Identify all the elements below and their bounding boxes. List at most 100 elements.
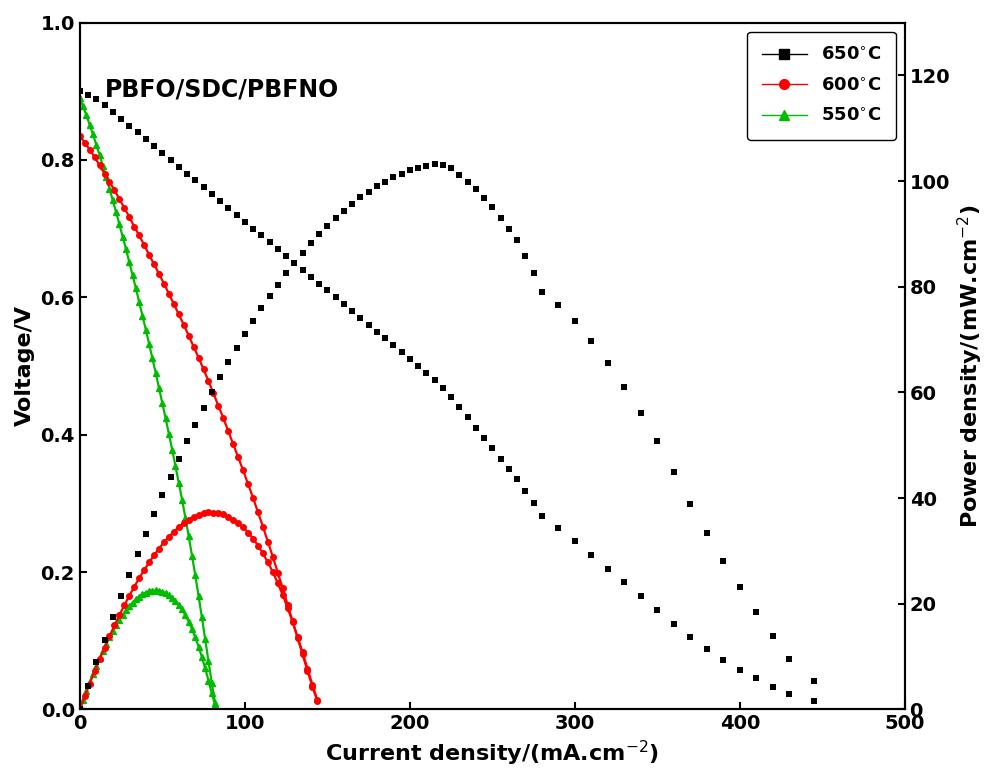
Point — [748, 673, 764, 685]
Point — [781, 688, 797, 701]
Point — [649, 435, 665, 448]
Point — [732, 580, 748, 593]
Point — [237, 215, 253, 228]
Point — [666, 617, 682, 630]
Point — [600, 356, 616, 369]
Point — [781, 653, 797, 666]
Point — [80, 680, 96, 692]
Y-axis label: Power density/(mW.cm$^{-2}$): Power density/(mW.cm$^{-2}$) — [956, 204, 985, 528]
Point — [517, 250, 533, 262]
Point — [138, 528, 154, 540]
Point — [344, 305, 360, 317]
Point — [501, 222, 517, 235]
Point — [427, 158, 443, 171]
Point — [319, 284, 335, 297]
Point — [253, 229, 269, 242]
Point — [130, 548, 146, 561]
Point — [286, 257, 302, 269]
Point — [468, 421, 484, 434]
Point — [328, 291, 344, 304]
Point — [633, 406, 649, 419]
Point — [130, 126, 146, 139]
Point — [418, 366, 434, 379]
Point — [377, 332, 393, 345]
Point — [806, 695, 822, 707]
Point — [311, 277, 327, 290]
Point — [270, 243, 286, 255]
Point — [295, 264, 311, 276]
Text: PBFO/SDC/PBFNO: PBFO/SDC/PBFNO — [105, 78, 339, 102]
Point — [509, 473, 525, 485]
Point — [88, 656, 104, 669]
Point — [352, 191, 368, 204]
Point — [550, 521, 566, 534]
Point — [443, 391, 459, 403]
Point — [385, 171, 401, 183]
Point — [468, 183, 484, 196]
Point — [196, 181, 212, 193]
Point — [633, 590, 649, 602]
Point — [361, 319, 377, 331]
Point — [163, 471, 179, 483]
Point — [526, 267, 542, 280]
Point — [501, 463, 517, 475]
Point — [476, 431, 492, 444]
Point — [699, 526, 715, 539]
Point — [806, 675, 822, 687]
Point — [517, 485, 533, 497]
Point — [402, 353, 418, 366]
Point — [212, 371, 228, 384]
Point — [171, 453, 187, 465]
Point — [418, 160, 434, 172]
Point — [616, 381, 632, 393]
Point — [410, 161, 426, 174]
Point — [262, 290, 278, 302]
Point — [567, 315, 583, 327]
Point — [649, 604, 665, 616]
Point — [278, 250, 294, 262]
Point — [212, 195, 228, 207]
Point — [204, 386, 220, 399]
Legend: 650$^{\circ}$C, 600$^{\circ}$C, 550$^{\circ}$C: 650$^{\circ}$C, 600$^{\circ}$C, 550$^{\c… — [747, 31, 896, 139]
Point — [682, 498, 698, 511]
Point — [121, 568, 137, 581]
Point — [550, 298, 566, 311]
Point — [344, 197, 360, 210]
Point — [80, 88, 96, 101]
Point — [229, 208, 245, 221]
Point — [443, 162, 459, 175]
Point — [187, 175, 203, 187]
Point — [666, 465, 682, 478]
Point — [427, 373, 443, 386]
Point — [163, 153, 179, 166]
X-axis label: Current density/(mA.cm$^{-2}$): Current density/(mA.cm$^{-2}$) — [325, 739, 659, 768]
Point — [484, 201, 500, 214]
Point — [460, 175, 476, 188]
Point — [765, 630, 781, 642]
Point — [319, 220, 335, 233]
Point — [270, 278, 286, 290]
Point — [402, 164, 418, 177]
Point — [460, 411, 476, 424]
Point — [72, 703, 88, 716]
Point — [394, 168, 410, 180]
Point — [245, 222, 261, 235]
Point — [105, 612, 121, 624]
Point — [484, 442, 500, 455]
Point — [88, 93, 104, 106]
Point — [179, 168, 195, 180]
Point — [113, 113, 129, 125]
Point — [113, 590, 129, 602]
Point — [715, 554, 731, 567]
Point — [435, 159, 451, 171]
Point — [187, 418, 203, 431]
Point — [493, 453, 509, 465]
Point — [286, 257, 302, 269]
Point — [154, 489, 170, 502]
Point — [196, 402, 212, 414]
Point — [476, 192, 492, 204]
Point — [369, 180, 385, 193]
Point — [253, 302, 269, 315]
Point — [146, 508, 162, 521]
Point — [328, 211, 344, 224]
